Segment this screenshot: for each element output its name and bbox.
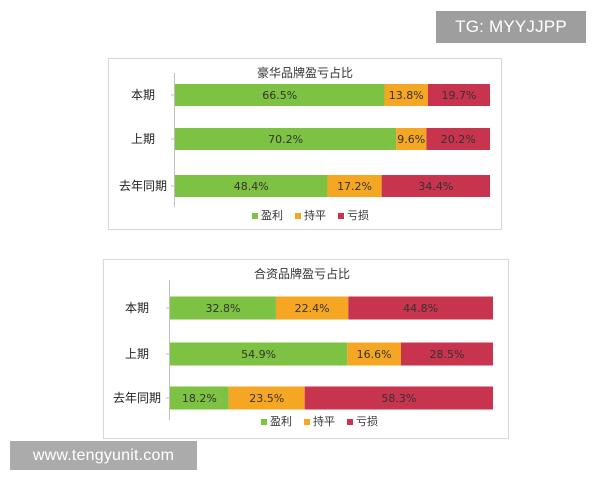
legend-swatch-盈利 [261,419,267,425]
chart-title: 合资品牌盈亏占比 [254,266,350,281]
data-label-去年同期-持平: 17.2% [337,180,372,193]
data-label-上期-持平: 9.6% [397,133,425,146]
bar-本期-亏损 [348,296,493,320]
bar-上期-持平 [347,342,401,366]
legend-swatch-亏损 [347,419,353,425]
bar-上期-盈利 [175,128,397,150]
tg-watermark-badge: TG: MYYJJPP [436,11,586,43]
bar-本期-盈利 [170,296,276,320]
data-label-去年同期-盈利: 48.4% [234,180,269,193]
chart-legend: 盈利 持平 亏损 [252,208,369,222]
data-label-本期-盈利: 66.5% [262,89,297,102]
chart-title: 豪华品牌盈亏占比 [257,65,353,80]
legend-swatch-亏损 [338,213,344,219]
legend-swatch-持平 [295,213,301,219]
luxury-brand-chart-panel: 豪华品牌盈亏占比本期 66.5% 13.8% 19.7% 上期 70.2% 9.6% 20.2… [108,58,502,230]
bar-去年同期-亏损 [381,175,490,197]
bar-去年同期-盈利 [170,386,229,410]
bar-去年同期-持平 [228,386,305,410]
bar-本期-持平 [275,296,349,320]
bar-去年同期-亏损 [304,386,493,410]
data-label-去年同期-持平: 23.5% [249,392,284,405]
data-label-上期-亏损: 28.5% [429,348,464,361]
data-label-去年同期-盈利: 18.2% [182,392,217,405]
data-label-上期-盈利: 54.9% [241,348,276,361]
category-label-1: 上期 [125,347,149,361]
data-label-本期-持平: 22.4% [295,302,330,315]
data-label-上期-亏损: 20.2% [441,133,476,146]
bar-去年同期-盈利 [175,175,328,197]
bar-上期-亏损 [400,342,493,366]
category-label-2: 去年同期 [119,179,167,193]
category-label-2: 去年同期 [113,391,161,405]
legend-label-持平: 持平 [313,414,335,428]
legend-label-亏损: 亏损 [356,414,378,428]
bar-上期-持平 [396,128,427,150]
data-label-本期-持平: 13.8% [389,89,424,102]
category-label-0: 本期 [131,88,155,102]
data-label-本期-亏损: 44.8% [403,302,438,315]
bar-去年同期-持平 [327,175,382,197]
data-label-去年同期-亏损: 58.3% [381,392,416,405]
bar-本期-亏损 [427,84,490,106]
bar-上期-盈利 [170,342,348,366]
legend-swatch-盈利 [252,213,258,219]
bar-上期-亏损 [426,128,490,150]
category-label-1: 上期 [131,132,155,146]
legend-swatch-持平 [304,419,310,425]
category-label-0: 本期 [125,301,149,315]
chart-legend: 盈利 持平 亏损 [261,414,378,428]
data-label-本期-盈利: 32.8% [205,302,240,315]
legend-label-持平: 持平 [304,208,326,222]
bar-本期-盈利 [175,84,385,106]
joint-venture-brand-chart-panel: 合资品牌盈亏占比本期 32.8% 22.4% 44.8% 上期 54.9% 16.6% 28.… [103,259,509,439]
data-label-去年同期-亏损: 34.4% [418,180,453,193]
legend-label-亏损: 亏损 [347,208,369,222]
legend-label-盈利: 盈利 [270,415,292,428]
data-label-上期-盈利: 70.2% [268,133,303,146]
website-watermark-badge: www.tengyunit.com [10,441,197,470]
bar-本期-持平 [384,84,428,106]
data-label-上期-持平: 16.6% [357,348,392,361]
data-label-本期-亏损: 19.7% [441,89,476,102]
legend-label-盈利: 盈利 [261,209,283,222]
